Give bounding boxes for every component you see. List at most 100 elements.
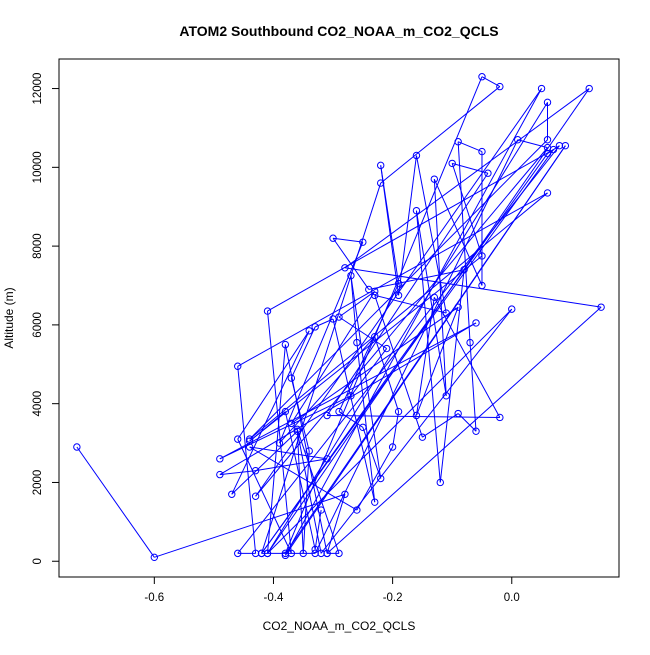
series-line-segment <box>433 178 483 286</box>
series-line-segment <box>415 306 459 416</box>
data-point <box>311 545 319 554</box>
data-point <box>484 169 492 177</box>
data-point <box>281 407 290 416</box>
data-point <box>293 425 301 433</box>
data-point <box>412 206 421 215</box>
series-line-segment <box>356 342 376 503</box>
series-line-segment <box>368 269 465 290</box>
data-point <box>412 151 421 160</box>
data-point <box>353 338 361 347</box>
series-line-segment <box>296 429 304 554</box>
data-point <box>454 409 462 418</box>
data-point <box>597 303 605 311</box>
series-line-segment <box>338 291 376 318</box>
data-point <box>514 136 522 144</box>
x-tick-label: -0.2 <box>383 592 403 604</box>
series-line-segment <box>517 139 548 149</box>
series-line-segment <box>76 446 155 558</box>
series-line-segment <box>314 139 519 554</box>
series-line-segment <box>362 427 382 479</box>
data-point <box>496 82 504 91</box>
series-layer <box>73 73 605 562</box>
series-line-segment <box>380 86 501 184</box>
series-line-segment <box>433 179 447 396</box>
series-line-segment <box>231 330 310 495</box>
series-line-segment <box>374 336 400 412</box>
series-line-segment <box>290 377 310 452</box>
y-tick-label: 4000 <box>32 391 44 417</box>
data-point <box>472 427 480 435</box>
data-point <box>245 437 254 445</box>
data-point <box>430 175 439 183</box>
series-line-segment <box>320 308 513 554</box>
data-point <box>347 271 355 280</box>
data-point <box>323 549 331 558</box>
series-line-segment <box>237 192 548 367</box>
series-line-segment <box>338 316 387 349</box>
data-point <box>394 291 403 300</box>
data-point <box>263 307 272 315</box>
data-point <box>216 470 224 479</box>
series-line-segment <box>380 165 400 296</box>
series-line-segment <box>457 141 471 343</box>
series-line-segment <box>267 308 513 554</box>
series-line-segment <box>350 348 388 397</box>
series-line-segment <box>267 344 286 554</box>
series-line-segment <box>261 149 554 554</box>
y-tick-label: 10000 <box>32 151 44 183</box>
series-line-segment <box>326 306 602 554</box>
data-point <box>508 305 516 313</box>
data-point <box>430 293 439 302</box>
data-point <box>287 549 296 558</box>
y-tick-label: 8000 <box>32 233 44 259</box>
data-point <box>275 439 284 447</box>
series-line-segment <box>249 139 548 440</box>
data-point <box>245 435 254 443</box>
series-line-segment <box>296 429 340 554</box>
series-line-segment <box>237 330 310 440</box>
data-point <box>377 474 385 483</box>
data-point <box>335 407 343 416</box>
y-tick-label: 6000 <box>32 312 44 338</box>
data-point <box>234 549 242 558</box>
data-point <box>543 98 552 107</box>
series-line-segment <box>415 155 447 314</box>
data-point <box>251 492 260 500</box>
chart-title: ATOM2 Southbound CO2_NOAA_m_CO2_QCLS <box>179 23 498 39</box>
series-line-segment <box>219 395 352 460</box>
series-line-segment <box>249 411 286 442</box>
data-point <box>537 84 546 93</box>
series-line-segment <box>344 267 602 308</box>
series-line-segment <box>374 295 423 438</box>
data-point <box>454 138 462 146</box>
data-point <box>263 549 272 558</box>
data-point <box>228 490 236 498</box>
series-line-segment <box>415 297 435 416</box>
data-point <box>73 443 81 451</box>
series-line-segment <box>219 470 256 476</box>
x-tick-label: 0.0 <box>504 592 520 604</box>
data-point <box>281 340 290 349</box>
series-line-segment <box>374 294 447 314</box>
data-point <box>359 423 367 432</box>
data-point <box>335 549 343 558</box>
data-point <box>394 279 403 288</box>
data-point <box>585 84 593 93</box>
data-point <box>329 234 337 242</box>
data-point <box>341 490 349 498</box>
data-point <box>454 303 462 311</box>
series-line-segment <box>326 494 346 554</box>
data-point <box>478 147 486 156</box>
series-line-segment <box>249 446 358 511</box>
data-point <box>472 319 480 327</box>
series-line-segment <box>433 297 501 418</box>
series-line-segment <box>267 311 292 554</box>
series-line-segment <box>457 413 477 432</box>
series-line-segment <box>350 275 358 343</box>
series-line-segment <box>290 326 316 379</box>
data-point <box>371 333 379 341</box>
series-line-segment <box>219 322 477 460</box>
data-point <box>460 266 468 274</box>
series-line-segment <box>326 172 489 416</box>
